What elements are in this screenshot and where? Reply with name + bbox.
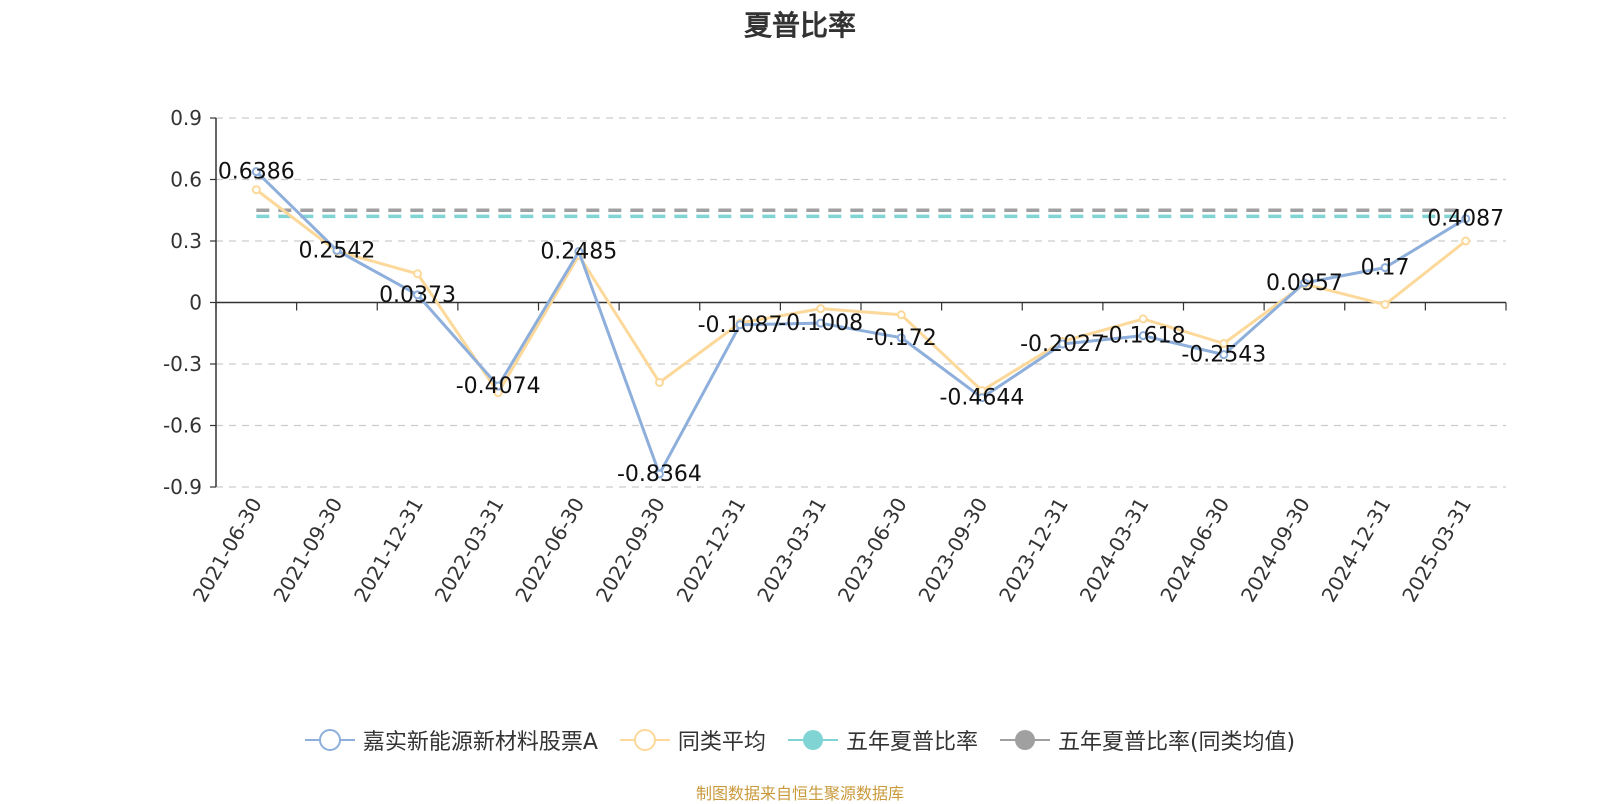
y-tick-label: -0.6 (163, 414, 202, 438)
legend-label-five-year-sharpe: 五年夏普比率 (845, 730, 978, 755)
x-tick-label: 2022-12-31 (671, 494, 750, 607)
x-tick-label: 2024-12-31 (1316, 494, 1395, 607)
data-label: 0.17 (1361, 256, 1410, 281)
data-label: -0.1008 (778, 311, 863, 336)
x-tick-label: 2022-06-30 (510, 494, 589, 607)
data-point (574, 247, 584, 257)
legend-item-fund[interactable]: 嘉实新能源新材料股票A (304, 724, 598, 756)
data-point (413, 269, 423, 279)
x-tick-label: 2023-06-30 (833, 494, 912, 607)
data-point (654, 469, 664, 479)
data-label: -0.2027 (1020, 332, 1105, 357)
data-point (816, 318, 826, 328)
data-label: -0.2543 (1181, 343, 1266, 368)
legend-item-five-year-sharpe-peer[interactable]: 五年夏普比率(同类均值) (999, 724, 1296, 756)
data-label: 0.2542 (298, 238, 375, 263)
x-tick-label: 2021-06-30 (188, 494, 267, 607)
data-point (816, 304, 826, 314)
legend-marker-five-year-sharpe-icon (787, 730, 838, 750)
legend-item-five-year-sharpe[interactable]: 五年夏普比率 (787, 724, 978, 756)
data-label: 0.2485 (540, 240, 617, 265)
y-tick-label: 0.6 (170, 168, 202, 192)
data-point (654, 377, 664, 387)
legend-label-five-year-sharpe-peer: 五年夏普比率(同类均值) (1057, 730, 1296, 755)
chart-title: 夏普比率 (743, 9, 856, 42)
x-tick-label: 2022-03-31 (430, 494, 509, 607)
data-point (1219, 339, 1229, 348)
data-label: -0.4644 (939, 386, 1024, 411)
data-label: 0.0373 (379, 283, 456, 308)
data-label: -0.1618 (1101, 324, 1186, 349)
y-tick-label: -0.9 (163, 475, 202, 499)
x-tick-label: 2024-06-30 (1155, 494, 1234, 607)
data-label: -0.172 (866, 326, 937, 351)
data-point (735, 320, 745, 330)
data-point (896, 333, 906, 343)
series-line (255, 188, 1467, 395)
data-point (332, 245, 342, 255)
data-point (1380, 300, 1390, 310)
data-point (1138, 331, 1148, 341)
x-tick-label: 2025-03-31 (1397, 494, 1476, 607)
series-layer (251, 167, 1471, 479)
x-tick-label: 2024-09-30 (1236, 494, 1315, 607)
legend: 嘉实新能源新材料股票A 同类平均 五年夏普比率 五年夏普比率(同类均值) (0, 722, 1600, 758)
data-point (1138, 314, 1148, 324)
data-point (896, 310, 906, 320)
data-point (1461, 236, 1471, 246)
legend-marker-peer-average-icon (619, 729, 670, 751)
x-tick-label: 2022-09-30 (591, 494, 670, 607)
x-tick-label: 2021-12-31 (349, 494, 428, 607)
data-label: -0.8364 (617, 462, 702, 487)
legend-label-peer-average: 同类平均 (677, 730, 766, 755)
legend-item-peer-average[interactable]: 同类平均 (619, 724, 766, 756)
source-note: 制图数据来自恒生聚源数据库 (695, 784, 904, 803)
x-tick-label: 2023-09-30 (913, 494, 992, 607)
y-tick-label: 0 (189, 291, 202, 315)
data-point (1299, 278, 1309, 288)
data-point (493, 381, 503, 391)
legend-marker-five-year-sharpe-peer-icon (999, 730, 1050, 750)
y-tick-label: -0.3 (163, 352, 202, 376)
x-tick-label: 2023-12-31 (994, 494, 1073, 607)
data-point (1461, 214, 1471, 224)
data-point (413, 290, 423, 300)
x-tick-label: 2023-03-31 (752, 494, 831, 607)
x-tick-label: 2021-09-30 (268, 494, 347, 607)
data-label: 0.0957 (1266, 271, 1343, 296)
y-tick-label: 0.9 (170, 106, 202, 130)
x-tick-label: 2024-03-31 (1075, 494, 1154, 607)
data-point (1219, 350, 1229, 360)
data-point (251, 185, 261, 195)
data-label: -0.1087 (698, 313, 783, 338)
data-point (1058, 339, 1068, 349)
data-label: 0.6386 (218, 160, 295, 185)
data-point (251, 167, 261, 177)
data-label: 0.4087 (1427, 207, 1504, 232)
data-label: -0.4074 (456, 374, 541, 399)
data-point (1380, 263, 1390, 273)
series-line (255, 170, 1467, 476)
grid-layer (216, 117, 1506, 488)
legend-label-fund: 嘉实新能源新材料股票A (362, 730, 598, 755)
legend-marker-fund-icon (304, 729, 355, 751)
data-point (977, 393, 987, 403)
y-tick-label: 0.3 (170, 229, 202, 253)
